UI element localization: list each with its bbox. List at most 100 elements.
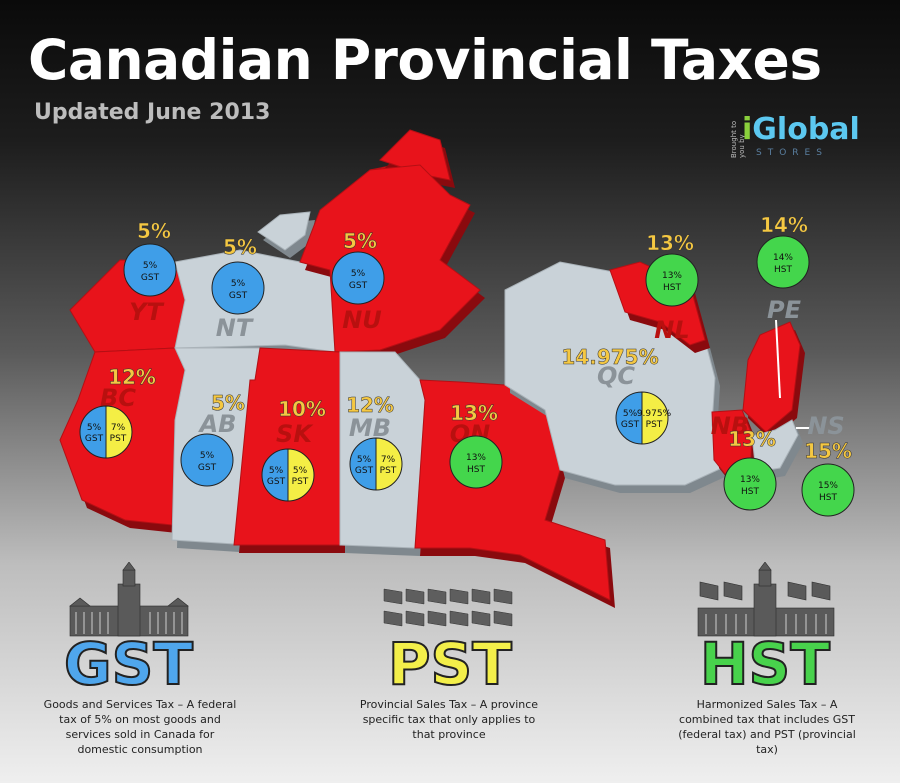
flag-shape xyxy=(471,610,491,627)
legend-hst-title: HST xyxy=(699,629,831,699)
gst-circle-nt xyxy=(211,261,265,315)
flag-shape xyxy=(449,588,469,605)
gst-label-mb: GST xyxy=(355,466,374,476)
pst-bc: 7% xyxy=(111,423,126,433)
gst-label-yt: GST xyxy=(141,273,160,283)
gst-label-qc: GST xyxy=(621,420,640,430)
tax-bubble-mb: 5%GST 7%PST xyxy=(349,437,403,491)
pe-pointer-line xyxy=(775,319,781,399)
legend-gst-title: GST xyxy=(63,629,194,699)
province-code-nl: NL xyxy=(654,316,689,344)
gst-circle-ab xyxy=(180,433,234,487)
gst-half-qc xyxy=(615,391,643,445)
province-code-yt: YT xyxy=(129,298,164,326)
gst-sk: 5% xyxy=(269,466,284,476)
pst-half-bc xyxy=(105,405,133,459)
hst-label-nb: HST xyxy=(741,487,759,497)
pst-sk: 5% xyxy=(293,466,308,476)
province-code-sk: SK xyxy=(276,420,314,448)
brand-sub: STORES xyxy=(756,148,828,158)
hst-circle-nl xyxy=(645,253,699,307)
tax-bubble-nt: 5% GST xyxy=(211,261,265,315)
parliament-icon xyxy=(68,561,190,638)
hst-label-nl: HST xyxy=(663,283,681,293)
tax-rate-mb: 12% xyxy=(346,393,394,417)
legend-pst-title: PST xyxy=(387,629,513,699)
pst-mb: 7% xyxy=(381,455,396,465)
gst-label-sk: GST xyxy=(267,477,286,487)
gst-nt: 5% xyxy=(231,279,246,289)
tax-rate-ns: 15% xyxy=(804,439,852,463)
tax-rate-nl: 13% xyxy=(646,231,694,255)
gst-half-mb xyxy=(349,437,377,491)
gst-label-bc: GST xyxy=(85,434,104,444)
pst-half-sk xyxy=(287,448,315,502)
hst-circle-ns xyxy=(801,463,855,517)
gst-half-sk xyxy=(261,448,289,502)
parliament-flags-icon xyxy=(696,561,836,638)
tax-bubble-ab: 5% GST xyxy=(180,433,234,487)
tax-bubble-pe: 14% HST xyxy=(756,235,810,289)
hst-pe: 14% xyxy=(773,253,793,263)
hst-circle-on xyxy=(449,435,503,489)
gst-qc: 5% xyxy=(623,409,638,419)
flag-shape xyxy=(449,610,469,627)
province-code-mb: MB xyxy=(349,414,391,442)
pst-label-bc: PST xyxy=(110,434,127,444)
hst-label-pe: HST xyxy=(774,265,792,275)
island xyxy=(257,211,311,251)
gst-bc: 5% xyxy=(87,423,102,433)
iglobal-stores-logo: Brought to you by iGlobal STORES xyxy=(730,112,870,162)
hst-circle-nb xyxy=(723,457,777,511)
province-code-nb: NB xyxy=(711,412,749,440)
hst-ns: 15% xyxy=(818,481,838,491)
tax-bubble-yt: 5% GST xyxy=(123,243,177,297)
province-code-nt: NT xyxy=(216,314,254,342)
flag-shape xyxy=(383,588,403,605)
pst-label-mb: PST xyxy=(380,466,397,476)
tax-rate-qc: 14.975% xyxy=(561,345,658,369)
tax-rate-nb: 13% xyxy=(728,427,776,451)
tax-rate-nu: 5% xyxy=(343,229,377,253)
province-code-ns: NS xyxy=(807,412,844,440)
hst-nl: 13% xyxy=(662,271,682,281)
pst-qc: 9.975% xyxy=(637,409,672,419)
flag-shape xyxy=(427,610,447,627)
tax-rate-ab: 5% xyxy=(211,391,245,415)
gst-mb: 5% xyxy=(357,455,372,465)
pst-label-qc: PST xyxy=(646,420,663,430)
tax-bubble-ns: 15% HST xyxy=(801,463,855,517)
tax-bubble-nu: 5% GST xyxy=(331,251,385,305)
flag-shape xyxy=(427,588,447,605)
gst-circle-nu xyxy=(331,251,385,305)
tax-rate-nt: 5% xyxy=(223,235,257,259)
gst-circle-yt xyxy=(123,243,177,297)
gst-label-nu: GST xyxy=(349,281,368,291)
flag-shape xyxy=(493,610,513,627)
legend-hst-desc: Harmonized Sales Tax – A combined tax th… xyxy=(678,698,856,756)
pst-half-mb xyxy=(375,437,403,491)
gst-label-nt: GST xyxy=(229,291,248,301)
region-pe xyxy=(742,321,801,433)
flag-shape xyxy=(383,610,403,627)
flag-shape xyxy=(405,588,425,605)
page-title: Canadian Provincial Taxes xyxy=(28,28,822,92)
tax-rate-yt: 5% xyxy=(137,219,171,243)
tax-rate-pe: 14% xyxy=(760,213,808,237)
province-code-qc: QC xyxy=(597,362,635,390)
province-code-pe: PE xyxy=(767,296,802,324)
legend-gst-desc: Goods and Services Tax – A federal tax o… xyxy=(43,698,237,756)
tax-rate-on: 13% xyxy=(450,401,498,425)
hst-label-ns: HST xyxy=(819,493,837,503)
province-code-nu: NU xyxy=(342,306,382,334)
tax-rate-bc: 12% xyxy=(108,365,156,389)
hst-label-on: HST xyxy=(467,465,485,475)
gst-ab: 5% xyxy=(200,451,215,461)
gst-label-ab: GST xyxy=(198,463,217,473)
tax-rate-sk: 10% xyxy=(278,397,326,421)
hst-on: 13% xyxy=(466,453,486,463)
tax-bubble-bc: 5%GST 7%PST xyxy=(79,405,133,459)
